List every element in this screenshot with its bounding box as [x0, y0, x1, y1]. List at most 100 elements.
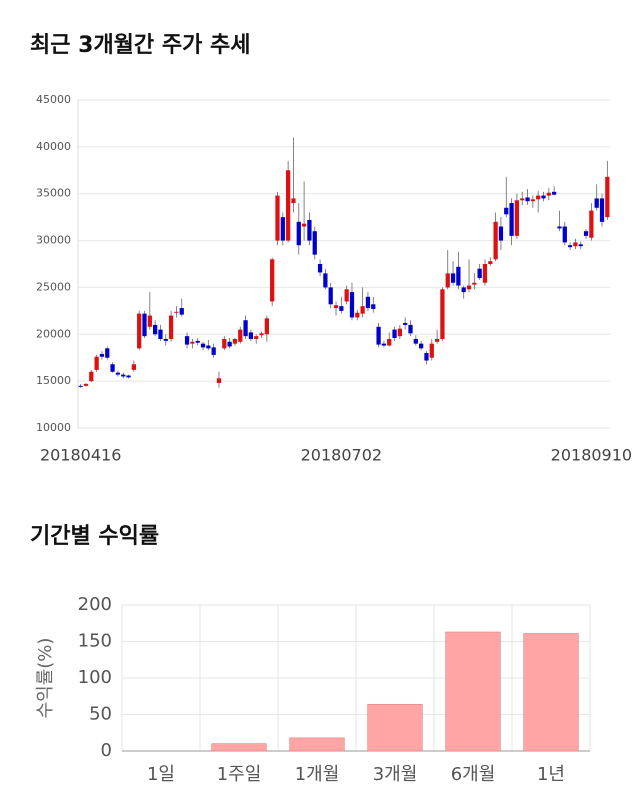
x-tick-label: 1개월 [295, 764, 340, 785]
chart-title: 최근 3개월간 주가 추세 [30, 33, 250, 58]
candle-body [482, 264, 488, 283]
candle-body [413, 338, 418, 344]
y-tick-label: 10000 [36, 421, 71, 434]
candle-body [147, 315, 152, 327]
x-tick-label: 20180416 [40, 446, 121, 465]
candle-body [397, 328, 402, 337]
candle-body [376, 326, 381, 345]
candle-body [333, 305, 339, 309]
candle-body [83, 383, 89, 386]
bar [289, 737, 345, 752]
candle-body [530, 199, 535, 202]
candle-body [142, 313, 147, 337]
candle-body [594, 198, 599, 208]
y-tick-label: 200 [78, 594, 112, 615]
candle-body [536, 195, 541, 200]
candle-body [360, 306, 365, 314]
candle-body [583, 231, 589, 236]
y-tick-label: 0 [101, 740, 112, 761]
candle-body [450, 273, 456, 283]
candle-body [344, 289, 349, 302]
candle-body [509, 203, 514, 236]
x-tick-label: 20180910 [551, 446, 632, 465]
y-tick-label: 15000 [36, 374, 71, 387]
y-tick-label: 45000 [36, 93, 71, 106]
candle-body [514, 200, 520, 236]
y-tick-label: 35000 [36, 187, 71, 200]
candle-body [227, 341, 232, 347]
candle-body [216, 378, 222, 384]
x-tick-label: 1일 [147, 764, 175, 785]
candle-body [222, 338, 227, 349]
candle-body [520, 198, 525, 201]
candle-body [179, 308, 184, 315]
candle-body [291, 198, 296, 204]
candle-body [461, 287, 466, 293]
x-tick-label: 6개월 [451, 764, 496, 785]
chart-title: 기간별 수익률 [30, 524, 159, 549]
candle-body [525, 197, 530, 202]
candle-body [99, 353, 105, 357]
candle-body [190, 341, 195, 344]
x-tick-label: 1년 [537, 764, 565, 785]
candle-body [286, 170, 291, 241]
candle-body [153, 324, 158, 335]
candle-body [541, 195, 546, 199]
candle-body [578, 244, 583, 247]
candle-body [371, 304, 376, 309]
candle-body [206, 345, 211, 349]
candle-body [349, 292, 355, 318]
candle-body [381, 343, 387, 346]
x-tick-label: 3개월 [373, 764, 418, 785]
y-tick-label: 50 [89, 704, 112, 725]
candle-body [317, 264, 323, 273]
candle-body [137, 313, 142, 349]
candle-body [573, 242, 578, 247]
candle-body [472, 282, 477, 285]
candle-body [392, 329, 397, 339]
candle-body [121, 374, 126, 377]
candle-body [307, 219, 312, 241]
candle-body [275, 195, 280, 241]
candle-body [296, 221, 301, 246]
candle-body [456, 266, 461, 286]
candle-body [78, 385, 83, 387]
candle-body [493, 221, 498, 260]
candle-body [599, 198, 605, 222]
y-tick-label: 20000 [36, 327, 71, 340]
candle-body [163, 338, 168, 341]
candle-body [562, 226, 567, 243]
candle-body [498, 226, 504, 241]
candle-body [89, 371, 94, 382]
candle-body [94, 356, 99, 370]
candle-body [243, 320, 248, 337]
candle-body [110, 364, 115, 372]
candle-body [557, 226, 562, 229]
candle-body [424, 353, 429, 361]
candle-body [259, 333, 264, 336]
candle-body [323, 273, 328, 288]
candle-body [567, 245, 573, 248]
bar [523, 633, 579, 752]
candle-body [248, 332, 254, 339]
candle-body [328, 287, 333, 305]
y-tick-label: 40000 [36, 140, 71, 153]
y-tick-label: 25000 [36, 280, 71, 293]
candle-body [264, 318, 269, 335]
candle-body [168, 315, 174, 339]
candle-body [254, 336, 259, 339]
candle-body [419, 343, 424, 349]
candle-body [552, 191, 557, 195]
candle-body [387, 338, 392, 346]
candle-body [131, 364, 136, 370]
candle-body [408, 324, 413, 334]
candle-body [200, 343, 206, 348]
bar [445, 631, 501, 752]
candle-body [440, 289, 445, 339]
candle-body [115, 372, 121, 375]
candle-body [238, 329, 243, 342]
candle-body [184, 336, 190, 345]
candle-body [365, 296, 371, 309]
candle-body [403, 323, 408, 325]
candle-body [270, 259, 275, 302]
